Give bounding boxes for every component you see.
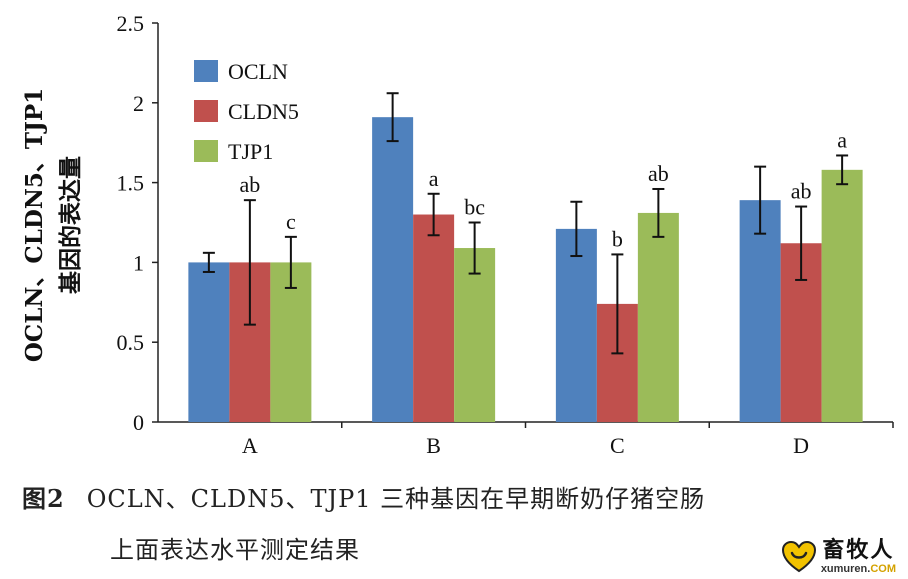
legend: OCLN CLDN5 TJP1 [194, 59, 299, 164]
bar-ocln-d [739, 200, 781, 422]
y-axis-label-line-1: OCLN、CLDN5、TJP1 [21, 88, 48, 362]
legend-label-ocln: OCLN [228, 59, 288, 84]
x-tick-label: B [426, 433, 441, 458]
bar-tjp1-c [637, 212, 679, 422]
bar-ocln-c [555, 228, 597, 422]
significance-label: a [837, 127, 847, 152]
watermark-url: xumuren.COM [820, 563, 896, 575]
figure-caption-line-1: 图2 OCLN、CLDN5、TJP1 三种基因在早期断奶仔猪空肠 [22, 479, 705, 514]
legend-label-tjp1: TJP1 [228, 139, 273, 164]
significance-label: ab [648, 161, 669, 186]
x-tick-label: D [793, 433, 809, 458]
legend-label-cldn5: CLDN5 [228, 99, 299, 124]
significance-label: c [286, 209, 296, 234]
legend-swatch-cldn5 [194, 100, 218, 122]
bar-tjp1-b [454, 248, 496, 422]
watermark-logo: 畜牧人 xumuren.COM [781, 539, 896, 575]
heart-logo-icon [781, 540, 816, 573]
y-axis-label: OCLN、CLDN5、TJP1 基因的表达量 [21, 88, 84, 362]
caption-text-2: 上面表达水平测定结果 [110, 536, 360, 564]
y-tick-label: 2.5 [117, 11, 145, 36]
legend-swatch-ocln [194, 60, 218, 82]
x-tick-label: A [242, 433, 258, 458]
significance-label: ab [239, 172, 260, 197]
x-tick-label: C [610, 433, 625, 458]
bar-ocln-b [372, 117, 414, 422]
y-tick-label: 0.5 [117, 330, 145, 355]
bar-tjp1-a [270, 262, 312, 422]
significance-label: b [612, 226, 623, 251]
bar-tjp1-d [821, 169, 863, 422]
significance-label: bc [464, 195, 485, 220]
watermark-name: 畜牧人 [822, 538, 895, 563]
y-tick-label: 1 [133, 250, 144, 275]
y-axis-label-line-2: 基因的表达量 [57, 156, 84, 294]
y-tick-label: 1.5 [117, 171, 145, 196]
significance-label: ab [791, 179, 812, 204]
bar-cldn5-b [413, 214, 455, 422]
bar-ocln-a [188, 262, 230, 422]
y-tick-label: 2 [133, 91, 144, 116]
legend-swatch-tjp1 [194, 140, 218, 162]
figure-caption-line-2: 上面表达水平测定结果 [110, 530, 360, 565]
bar-chart: OCLN、CLDN5、TJP1 基因的表达量 00.511.522.5AabcB… [21, 11, 894, 458]
significance-label: a [429, 166, 439, 191]
figure-number: 图2 [22, 484, 65, 513]
y-tick-label: 0 [133, 410, 144, 435]
caption-text-1: OCLN、CLDN5、TJP1 三种基因在早期断奶仔猪空肠 [86, 485, 706, 513]
